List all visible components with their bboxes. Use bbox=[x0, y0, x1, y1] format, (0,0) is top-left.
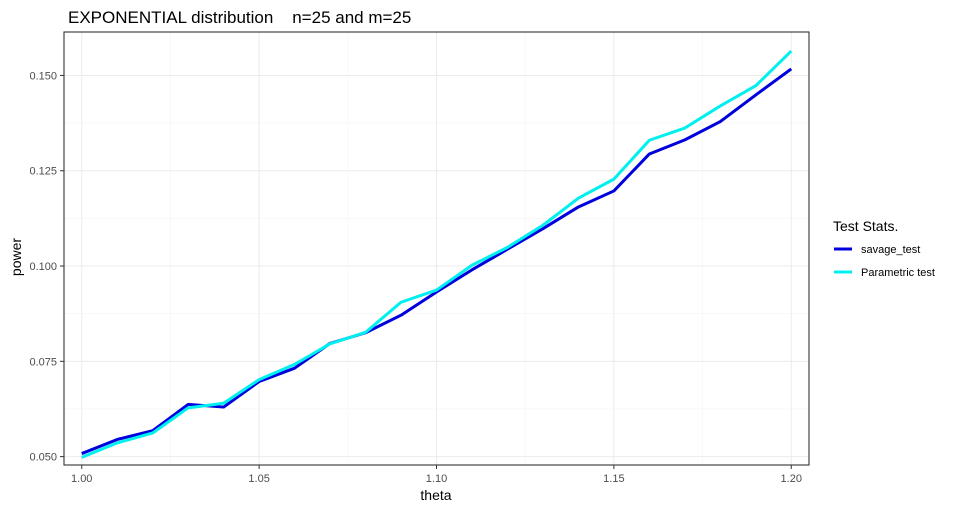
series-line-parametric-test bbox=[81, 49, 793, 459]
x-tick-label: 1.15 bbox=[603, 473, 624, 485]
x-tick-label: 1.00 bbox=[71, 473, 92, 485]
y-tick-label: 0.050 bbox=[29, 452, 57, 464]
legend-label-savage-test: savage_test bbox=[861, 244, 920, 256]
y-axis-title: power bbox=[8, 238, 24, 276]
series-lines bbox=[81, 49, 793, 459]
legend: Test Stats. savage_test Parametric test bbox=[833, 218, 935, 279]
y-tick-label: 0.100 bbox=[29, 261, 57, 273]
x-tick-label: 1.10 bbox=[426, 473, 447, 485]
legend-label-parametric-test: Parametric test bbox=[861, 267, 935, 279]
y-axis: 0.050 0.075 0.100 0.125 0.150 bbox=[29, 70, 64, 464]
chart-title: EXPONENTIAL distribution n=25 and m=25 bbox=[68, 8, 411, 27]
legend-title: Test Stats. bbox=[833, 218, 898, 234]
y-tick-label: 0.125 bbox=[29, 166, 57, 178]
y-tick-label: 0.075 bbox=[29, 356, 57, 368]
x-axis-title: theta bbox=[420, 487, 451, 503]
grid bbox=[64, 32, 809, 465]
x-tick-label: 1.05 bbox=[248, 473, 269, 485]
y-tick-label: 0.150 bbox=[29, 70, 57, 82]
x-tick-label: 1.20 bbox=[781, 473, 802, 485]
x-axis: 1.00 1.05 1.10 1.15 1.20 bbox=[71, 465, 802, 485]
